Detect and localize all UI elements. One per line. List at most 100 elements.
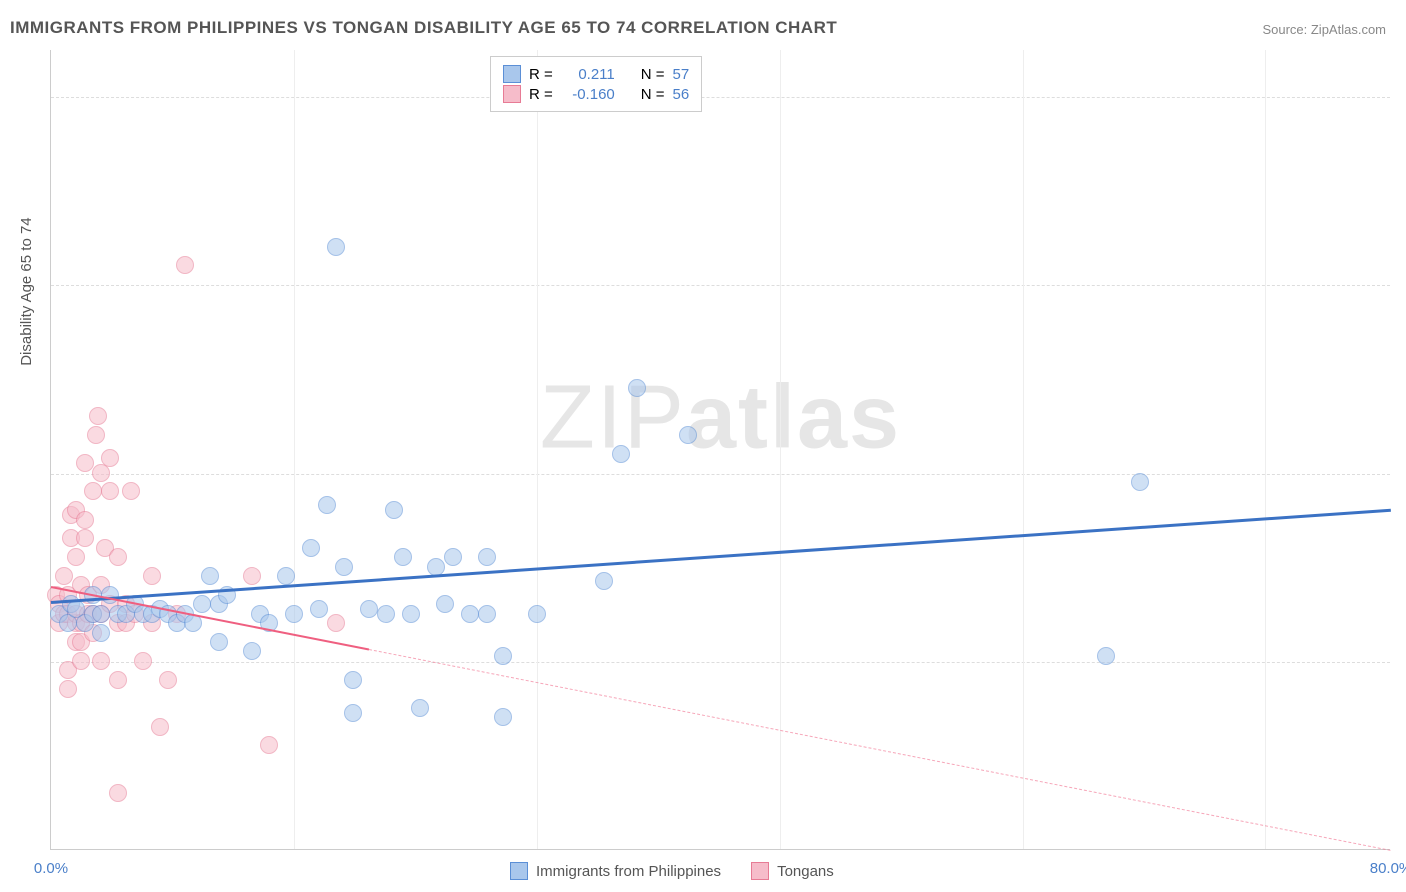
scatter-point (122, 482, 140, 500)
scatter-point (67, 548, 85, 566)
scatter-point (89, 407, 107, 425)
scatter-point (327, 614, 345, 632)
scatter-point (92, 624, 110, 642)
scatter-point (176, 256, 194, 274)
scatter-point (201, 567, 219, 585)
scatter-point (377, 605, 395, 623)
grid-line-v (294, 50, 295, 849)
trend-line-solid (51, 508, 1391, 603)
scatter-point (478, 605, 496, 623)
scatter-point (436, 595, 454, 613)
scatter-point (87, 426, 105, 444)
scatter-point (193, 595, 211, 613)
scatter-point (72, 652, 90, 670)
chart-container: IMMIGRANTS FROM PHILIPPINES VS TONGAN DI… (0, 0, 1406, 892)
scatter-point (394, 548, 412, 566)
legend-N-label: N = (641, 86, 665, 103)
legend-R-value-1: 0.211 (561, 66, 615, 83)
scatter-point (109, 548, 127, 566)
scatter-point (59, 680, 77, 698)
scatter-point (101, 586, 119, 604)
legend-N-label: N = (641, 66, 665, 83)
legend-row-2: R = -0.160 N = 56 (503, 85, 689, 103)
scatter-point (385, 501, 403, 519)
grid-line-v (1023, 50, 1024, 849)
scatter-point (628, 379, 646, 397)
scatter-point (461, 605, 479, 623)
source-label: Source: ZipAtlas.com (1262, 22, 1386, 37)
scatter-point (612, 445, 630, 463)
scatter-point (76, 511, 94, 529)
scatter-point (134, 652, 152, 670)
scatter-point (55, 567, 73, 585)
grid-line-v (537, 50, 538, 849)
grid-line-h (51, 97, 1390, 98)
legend-label-series-1: Immigrants from Philippines (536, 863, 721, 880)
watermark-text-2: atlas (686, 367, 901, 467)
scatter-point (360, 600, 378, 618)
grid-line-h (51, 474, 1390, 475)
scatter-point (344, 671, 362, 689)
legend-correlation: R = 0.211 N = 57 R = -0.160 N = 56 (490, 56, 702, 112)
legend-swatch-series-2 (751, 862, 769, 880)
scatter-point (92, 605, 110, 623)
legend-series: Immigrants from Philippines Tongans (510, 862, 834, 880)
scatter-point (310, 600, 328, 618)
scatter-point (302, 539, 320, 557)
scatter-point (494, 647, 512, 665)
trend-line-dashed (369, 649, 1391, 851)
scatter-point (109, 784, 127, 802)
scatter-point (76, 454, 94, 472)
legend-R-label: R = (529, 86, 553, 103)
legend-R-label: R = (529, 66, 553, 83)
chart-title: IMMIGRANTS FROM PHILIPPINES VS TONGAN DI… (10, 18, 837, 38)
scatter-point (402, 605, 420, 623)
scatter-point (285, 605, 303, 623)
legend-swatch-1 (503, 65, 521, 83)
grid-line-h (51, 285, 1390, 286)
legend-N-value-1: 57 (673, 66, 690, 83)
scatter-point (151, 718, 169, 736)
legend-R-value-2: -0.160 (561, 86, 615, 103)
legend-swatch-series-1 (510, 862, 528, 880)
grid-line-h (51, 662, 1390, 663)
scatter-point (1097, 647, 1115, 665)
legend-swatch-2 (503, 85, 521, 103)
x-tick-label: 80.0% (1370, 860, 1406, 877)
scatter-point (478, 548, 496, 566)
scatter-point (101, 449, 119, 467)
grid-line-v (1265, 50, 1266, 849)
scatter-point (528, 605, 546, 623)
watermark: ZIPatlas (540, 366, 901, 469)
scatter-point (318, 496, 336, 514)
scatter-point (411, 699, 429, 717)
scatter-point (243, 567, 261, 585)
y-axis-title: Disability Age 65 to 74 (18, 217, 35, 365)
scatter-point (243, 642, 261, 660)
scatter-point (143, 567, 161, 585)
scatter-point (84, 482, 102, 500)
scatter-point (101, 482, 119, 500)
scatter-point (76, 529, 94, 547)
legend-N-value-2: 56 (673, 86, 690, 103)
x-tick-label: 0.0% (34, 860, 68, 877)
scatter-point (327, 238, 345, 256)
legend-item-2: Tongans (751, 862, 834, 880)
scatter-point (277, 567, 295, 585)
scatter-point (109, 671, 127, 689)
scatter-point (679, 426, 697, 444)
scatter-point (210, 633, 228, 651)
scatter-point (427, 558, 445, 576)
scatter-point (260, 736, 278, 754)
legend-label-series-2: Tongans (777, 863, 834, 880)
scatter-point (494, 708, 512, 726)
scatter-point (595, 572, 613, 590)
legend-item-1: Immigrants from Philippines (510, 862, 721, 880)
scatter-point (1131, 473, 1149, 491)
scatter-point (159, 671, 177, 689)
scatter-point (335, 558, 353, 576)
scatter-point (92, 652, 110, 670)
legend-row-1: R = 0.211 N = 57 (503, 65, 689, 83)
scatter-point (444, 548, 462, 566)
plot-area: ZIPatlas 20.0%40.0%60.0%80.0%0.0%80.0% (50, 50, 1390, 850)
